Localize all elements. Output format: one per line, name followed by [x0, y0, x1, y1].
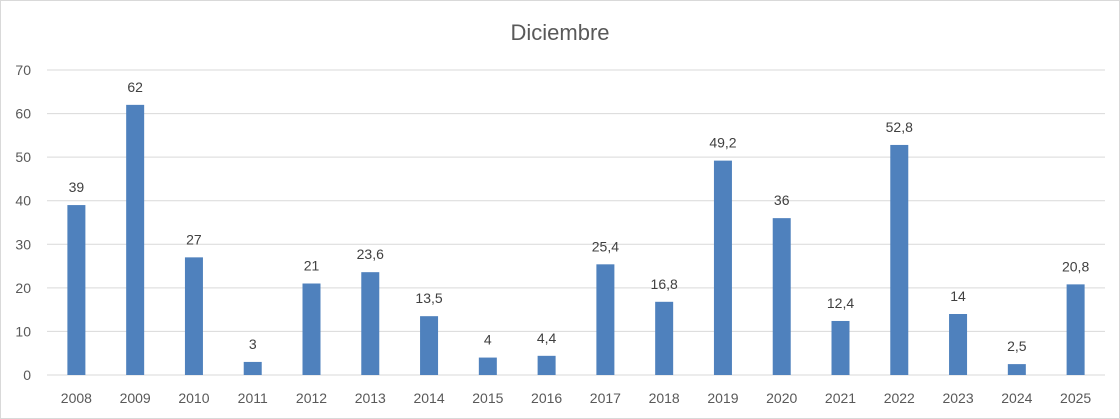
data-label-2018: 16,8	[651, 276, 678, 292]
data-label-2012: 21	[304, 258, 320, 274]
bar-2012	[302, 283, 321, 375]
bar-2009	[126, 104, 145, 375]
bar-2010	[184, 257, 203, 375]
y-tick-label: 20	[15, 280, 31, 296]
bar-2016	[537, 355, 556, 375]
data-label-2010: 27	[186, 231, 202, 247]
data-label-2023: 14	[950, 288, 966, 304]
x-tick-label-2022: 2022	[884, 390, 915, 406]
data-label-2017: 25,4	[592, 238, 619, 254]
bar-2024	[1007, 364, 1026, 375]
bar-2013	[361, 272, 380, 375]
y-tick-label: 40	[15, 193, 31, 209]
y-tick-label: 10	[15, 323, 31, 339]
data-label-2011: 3	[249, 336, 257, 352]
data-label-2025: 20,8	[1062, 258, 1089, 274]
data-label-2013: 23,6	[357, 246, 384, 262]
x-tick-label-2011: 2011	[238, 390, 268, 406]
x-tick-label-2019: 2019	[707, 390, 738, 406]
data-label-2015: 4	[484, 332, 492, 348]
y-tick-label: 60	[15, 106, 31, 122]
data-label-2008: 39	[69, 179, 85, 195]
x-tick-label-2009: 2009	[120, 390, 151, 406]
x-tick-label-2021: 2021	[825, 390, 856, 406]
bar-2018	[655, 301, 674, 375]
y-tick-label: 70	[15, 62, 31, 78]
x-tick-label-2024: 2024	[1001, 390, 1032, 406]
y-axis-tick-labels: 0 10 20 30 40 50 60 70	[15, 62, 31, 383]
data-label-2022: 52,8	[886, 119, 913, 135]
bar-2015	[478, 357, 497, 375]
x-tick-label-2016: 2016	[531, 390, 562, 406]
bar-2022	[890, 144, 909, 375]
y-tick-label: 30	[15, 236, 31, 252]
bar-2011	[243, 361, 262, 375]
x-tick-label-2013: 2013	[355, 390, 386, 406]
x-tick-label-2010: 2010	[178, 390, 209, 406]
bar-2023	[949, 314, 968, 375]
bar-2019	[713, 160, 732, 375]
bar-2014	[420, 316, 439, 375]
bar-2008	[67, 205, 86, 375]
chart-title: Diciembre	[510, 20, 609, 45]
y-tick-label: 50	[15, 149, 31, 165]
y-tick-label: 0	[23, 367, 31, 383]
x-tick-label-2008: 2008	[61, 390, 92, 406]
bar-2020	[772, 218, 791, 375]
data-labels: 39 62 27 3 21 23,6 13,5 4 4,4 25,4 16,8 49,2 36 12,4 5…	[69, 79, 1090, 354]
data-label-2019: 49,2	[709, 135, 736, 151]
data-label-2009: 62	[127, 79, 143, 95]
bar-2025	[1066, 284, 1085, 375]
x-tick-label-2017: 2017	[590, 390, 621, 406]
bar-2017	[596, 264, 615, 375]
bars	[67, 104, 1085, 375]
data-label-2021: 12,4	[827, 295, 854, 311]
x-tick-label-2020: 2020	[766, 390, 797, 406]
x-axis-tick-labels: 2008 2009 2010 2011 2012 2013 2014 2015 2016 2017…	[61, 390, 1092, 406]
x-tick-label-2014: 2014	[413, 390, 444, 406]
data-label-2014: 13,5	[415, 290, 442, 306]
x-tick-label-2018: 2018	[649, 390, 680, 406]
gridlines	[47, 69, 1105, 376]
x-tick-label-2012: 2012	[296, 390, 327, 406]
data-label-2020: 36	[774, 192, 790, 208]
data-label-2024: 2,5	[1007, 338, 1027, 354]
x-tick-label-2023: 2023	[942, 390, 973, 406]
data-label-2016: 4,4	[537, 330, 557, 346]
x-tick-label-2015: 2015	[472, 390, 503, 406]
bar-2021	[831, 320, 850, 375]
x-tick-label-2025: 2025	[1060, 390, 1091, 406]
